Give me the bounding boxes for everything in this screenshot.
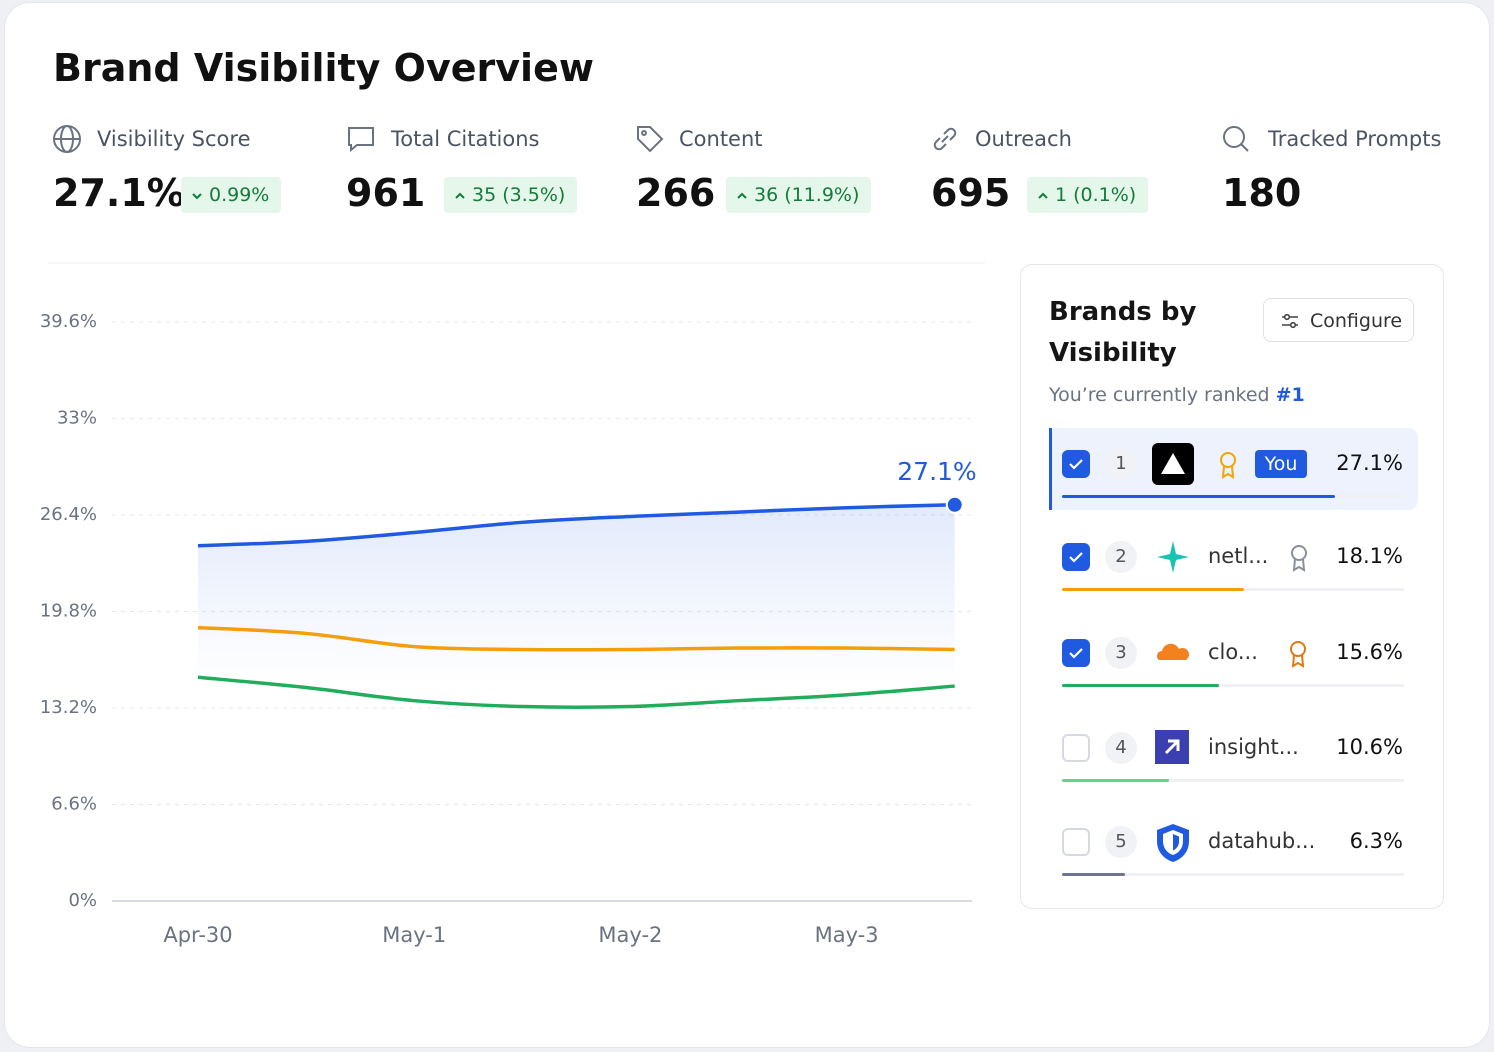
comment-icon <box>348 127 374 153</box>
chevron-up <box>455 192 465 199</box>
y-tick-label: 0% <box>68 890 97 911</box>
rank-badge: 1 <box>1105 448 1137 480</box>
checkbox[interactable] <box>1062 828 1090 856</box>
brand-logo <box>1152 443 1194 485</box>
brand-value: 18.1% <box>1336 544 1403 568</box>
metric-value: 180 <box>1222 171 1302 215</box>
metric-label: Visibility Score <box>97 127 251 151</box>
metric-label: Tracked Prompts <box>1268 127 1442 151</box>
brand-value: 27.1% <box>1336 451 1403 475</box>
button-label: Configure <box>1310 310 1403 332</box>
brand-logo <box>1157 541 1189 573</box>
progress-track <box>1062 684 1404 687</box>
search-icon <box>1223 126 1249 152</box>
chevron-down <box>192 192 202 199</box>
delta-text: 1 (0.1%) <box>1055 184 1137 206</box>
chevron-up <box>737 192 747 199</box>
delta-text: 36 (11.9%) <box>754 184 860 206</box>
rank-value: #1 <box>1275 384 1305 406</box>
brand-logo <box>1155 730 1189 764</box>
progress-track <box>1062 495 1404 498</box>
page-title: Brand Visibility Overview <box>53 46 594 90</box>
progress-bar <box>1062 495 1335 498</box>
rank-badge: 5 <box>1105 826 1137 858</box>
metric-value: 695 <box>931 171 1011 215</box>
delta-text: 0.99% <box>209 184 270 206</box>
y-tick-label: 33% <box>57 408 97 429</box>
rank-badge: 3 <box>1105 637 1137 669</box>
brand-name: insight... <box>1208 735 1299 759</box>
metric-delta: 0.99% <box>181 177 282 213</box>
chevron-up <box>1038 192 1048 199</box>
check-mark <box>1069 552 1083 563</box>
panel-title: Brands by Visibility <box>1049 297 1197 368</box>
tag-icon <box>637 126 664 153</box>
progress-track <box>1062 588 1404 591</box>
rank-badge: 4 <box>1105 732 1137 764</box>
metric-label: Outreach <box>975 127 1072 151</box>
progress-track <box>1062 779 1404 782</box>
check-mark <box>1069 459 1083 470</box>
brand-value: 6.3% <box>1349 829 1403 853</box>
delta-text: 35 (3.5%) <box>472 184 566 206</box>
y-tick-label: 26.4% <box>40 504 97 525</box>
configure-button[interactable]: Configure <box>1263 298 1414 342</box>
progress-bar <box>1062 588 1245 591</box>
checkbox[interactable] <box>1062 450 1090 478</box>
area <box>198 504 955 901</box>
metric-delta: 35 (3.5%) <box>444 177 578 213</box>
x-tick-label: Apr-30 <box>163 923 232 947</box>
progress-bar <box>1062 779 1169 782</box>
brand-value: 15.6% <box>1336 640 1403 664</box>
globe-icon <box>53 125 81 153</box>
end-point <box>945 495 964 514</box>
brand-logo <box>1157 824 1189 862</box>
data-label: 27.1% <box>897 457 976 486</box>
progress-bar <box>1062 684 1220 687</box>
x-tick-label: May-2 <box>598 923 662 947</box>
rank-badge: 2 <box>1105 541 1137 573</box>
metric-delta: 1 (0.1%) <box>1027 177 1149 213</box>
brand-name: netl... <box>1208 544 1269 568</box>
brand-value: 10.6% <box>1336 735 1403 759</box>
line <box>197 503 955 548</box>
x-tick-label: May-1 <box>382 923 446 947</box>
check-mark <box>1069 648 1083 659</box>
brands-panel <box>1020 264 1444 909</box>
y-tick-label: 19.8% <box>40 601 97 622</box>
brand-name: datahub... <box>1208 829 1316 853</box>
line <box>197 675 955 710</box>
metric-value: 27.1% <box>53 171 185 215</box>
rank-text: You’re currently ranked <box>1049 384 1270 406</box>
brand-logo <box>1157 643 1189 660</box>
chart: 0% 6.6% 13.2% 19.8% 26.4% 33% 39.6% Apr-30 May-1… <box>40 262 985 947</box>
award-icon <box>1291 545 1307 572</box>
award-icon <box>1290 641 1306 668</box>
sliders-icon <box>1282 313 1298 329</box>
metric-value: 961 <box>346 171 426 215</box>
y-tick-label: 13.2% <box>40 697 97 718</box>
line <box>197 625 955 652</box>
link-icon <box>933 127 957 151</box>
metric-label: Total Citations <box>391 127 540 151</box>
rank-note: You’re currently ranked #1 <box>1049 384 1305 406</box>
y-tick-label: 6.6% <box>51 794 97 815</box>
metric-delta: 36 (11.9%) <box>726 177 872 213</box>
progress-track <box>1062 873 1404 876</box>
metric-value: 266 <box>636 171 716 215</box>
x-tick-label: May-3 <box>815 923 879 947</box>
you-badge: You <box>1255 450 1307 478</box>
progress-bar <box>1062 873 1126 876</box>
metric-label: Content <box>679 127 763 151</box>
checkbox[interactable] <box>1062 734 1090 762</box>
y-tick-label: 39.6% <box>40 311 97 332</box>
checkbox[interactable] <box>1062 543 1090 571</box>
brand-name: clo... <box>1208 640 1258 664</box>
checkbox[interactable] <box>1062 639 1090 667</box>
award-icon <box>1220 452 1236 479</box>
